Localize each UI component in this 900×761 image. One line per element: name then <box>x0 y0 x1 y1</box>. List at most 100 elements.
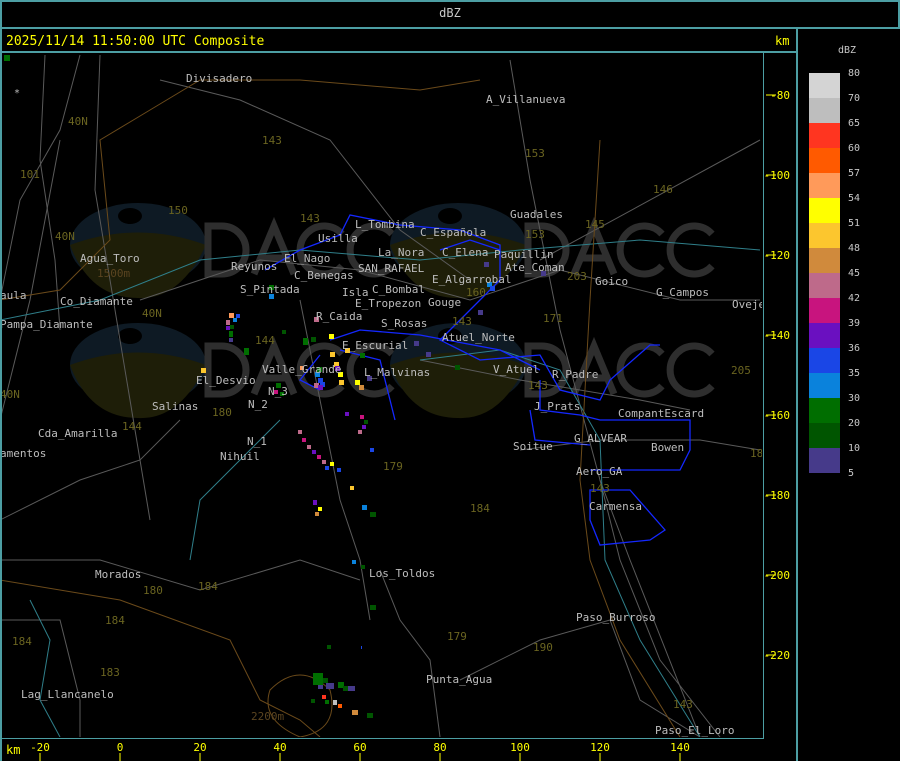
legend-swatch <box>809 248 840 273</box>
place-label: N_2 <box>248 398 268 411</box>
radar-echo-pixel <box>307 445 311 449</box>
place-label: L_Tombina <box>355 218 415 231</box>
x-tick-label: 140 <box>670 741 690 754</box>
radar-echo-pixel <box>367 713 373 718</box>
place-label: Atuel_Norte <box>442 331 515 344</box>
legend-label: 30 <box>848 393 861 404</box>
radar-echo-pixel <box>362 425 366 429</box>
place-label: G_Campos <box>656 286 709 299</box>
place-label: G_ALVEAR <box>574 432 627 445</box>
radar-echo-pixel <box>236 314 240 318</box>
legend-swatch <box>809 323 840 348</box>
route-label: 203 <box>567 270 587 283</box>
legend-label: 57 <box>848 168 861 179</box>
map-line <box>459 619 701 737</box>
route-label: 184 <box>12 635 32 648</box>
place-label: N_3 <box>268 385 288 398</box>
radar-echo-pixel <box>311 337 316 342</box>
radar-echo-pixel <box>362 505 367 510</box>
radar-echo-pixel <box>230 325 234 329</box>
place-label: L_Malvinas <box>364 366 430 379</box>
route-label: 143 <box>300 212 320 225</box>
radar-echo-pixel <box>348 686 355 691</box>
route-label: 145 <box>585 218 605 231</box>
map-line <box>159 79 471 281</box>
place-label: N_1 <box>247 435 267 448</box>
radar-echo-pixel <box>226 326 230 330</box>
window-title-bar <box>0 0 900 29</box>
place-label: Lag_Llancanelo <box>21 688 114 701</box>
radar-echo-pixel <box>317 455 321 459</box>
legend-label: 54 <box>848 193 861 204</box>
place-label: A_Villanueva <box>486 93 565 106</box>
radar-echo-pixel <box>318 507 322 511</box>
place-label: Los_Toldos <box>369 567 435 580</box>
radar-echo-pixel <box>318 385 323 390</box>
place-label: E_Escurial <box>342 339 408 352</box>
legend-label: 80 <box>848 68 861 79</box>
radar-echo-pixel <box>226 320 230 325</box>
radar-echo-pixel <box>484 262 489 267</box>
place-label: Valle_Grande <box>262 363 341 376</box>
y-tick-label: -120 <box>764 249 791 262</box>
x-tick-label: 60 <box>353 741 366 754</box>
radar-echo-pixel <box>313 673 323 685</box>
route-label: 153 <box>525 147 545 160</box>
map-line <box>579 139 681 737</box>
route-label: 184 <box>198 580 218 593</box>
legend-label: 70 <box>848 93 861 104</box>
map-line <box>509 59 701 737</box>
place-label: Usilla <box>318 232 358 245</box>
place-label: La_Nora <box>378 246 424 259</box>
radar-echo-pixel <box>487 282 492 287</box>
place-label: Nihuil <box>220 450 260 463</box>
radar-echo-pixel <box>333 700 337 705</box>
place-label: amentos <box>0 447 46 460</box>
map-line <box>599 479 721 737</box>
map-line <box>39 54 61 331</box>
route-label: 153 <box>525 228 545 241</box>
place-label: aula <box>0 289 27 302</box>
legend-label: 39 <box>848 318 861 329</box>
legend-swatch <box>809 273 840 298</box>
legend-swatch <box>809 373 840 398</box>
radar-echo-pixel <box>426 352 431 357</box>
radar-echo-pixel <box>318 378 323 383</box>
legend-swatch <box>809 98 840 123</box>
y-axis-unit: km <box>775 34 790 48</box>
legend-label: 51 <box>848 218 861 229</box>
route-label: 190 <box>533 641 553 654</box>
elevation-label: 2200m <box>251 710 284 723</box>
map-line <box>2 619 81 737</box>
place-label: Paso_Burroso <box>576 611 655 624</box>
radar-echo-pixel <box>329 334 334 339</box>
radar-echo-pixel <box>478 310 483 315</box>
route-label: 40N <box>142 307 162 320</box>
radar-map-frame <box>2 52 764 739</box>
radar-echo-pixel <box>338 682 344 688</box>
route-label: 184 <box>105 614 125 627</box>
dacc-logo-letter <box>204 222 250 278</box>
radar-echo-pixel <box>320 382 325 387</box>
legend-label: 65 <box>848 118 861 129</box>
place-label: Guadales <box>510 208 563 221</box>
boundary-line <box>298 354 321 391</box>
legend-swatch <box>809 423 840 448</box>
place-label: Paquillin <box>494 248 554 261</box>
boundary-line <box>339 349 396 421</box>
dacc-logo <box>70 203 395 299</box>
radar-echo-pixel <box>325 700 329 704</box>
radar-echo-pixel <box>330 352 335 357</box>
radar-echo-pixel <box>352 560 356 564</box>
radar-echo-pixel <box>229 331 233 337</box>
radar-echo-pixel <box>229 313 234 318</box>
place-label: R_Padre <box>552 368 598 381</box>
place-label: El_Nago <box>284 252 330 265</box>
dacc-logo-letter <box>666 222 715 278</box>
x-tick-label: 80 <box>433 741 446 754</box>
radar-echo-pixel <box>343 686 349 691</box>
y-tick-label: -200 <box>764 569 791 582</box>
place-label: SAN_RAFAEL <box>358 262 425 275</box>
dacc-logo-letter <box>346 342 395 398</box>
